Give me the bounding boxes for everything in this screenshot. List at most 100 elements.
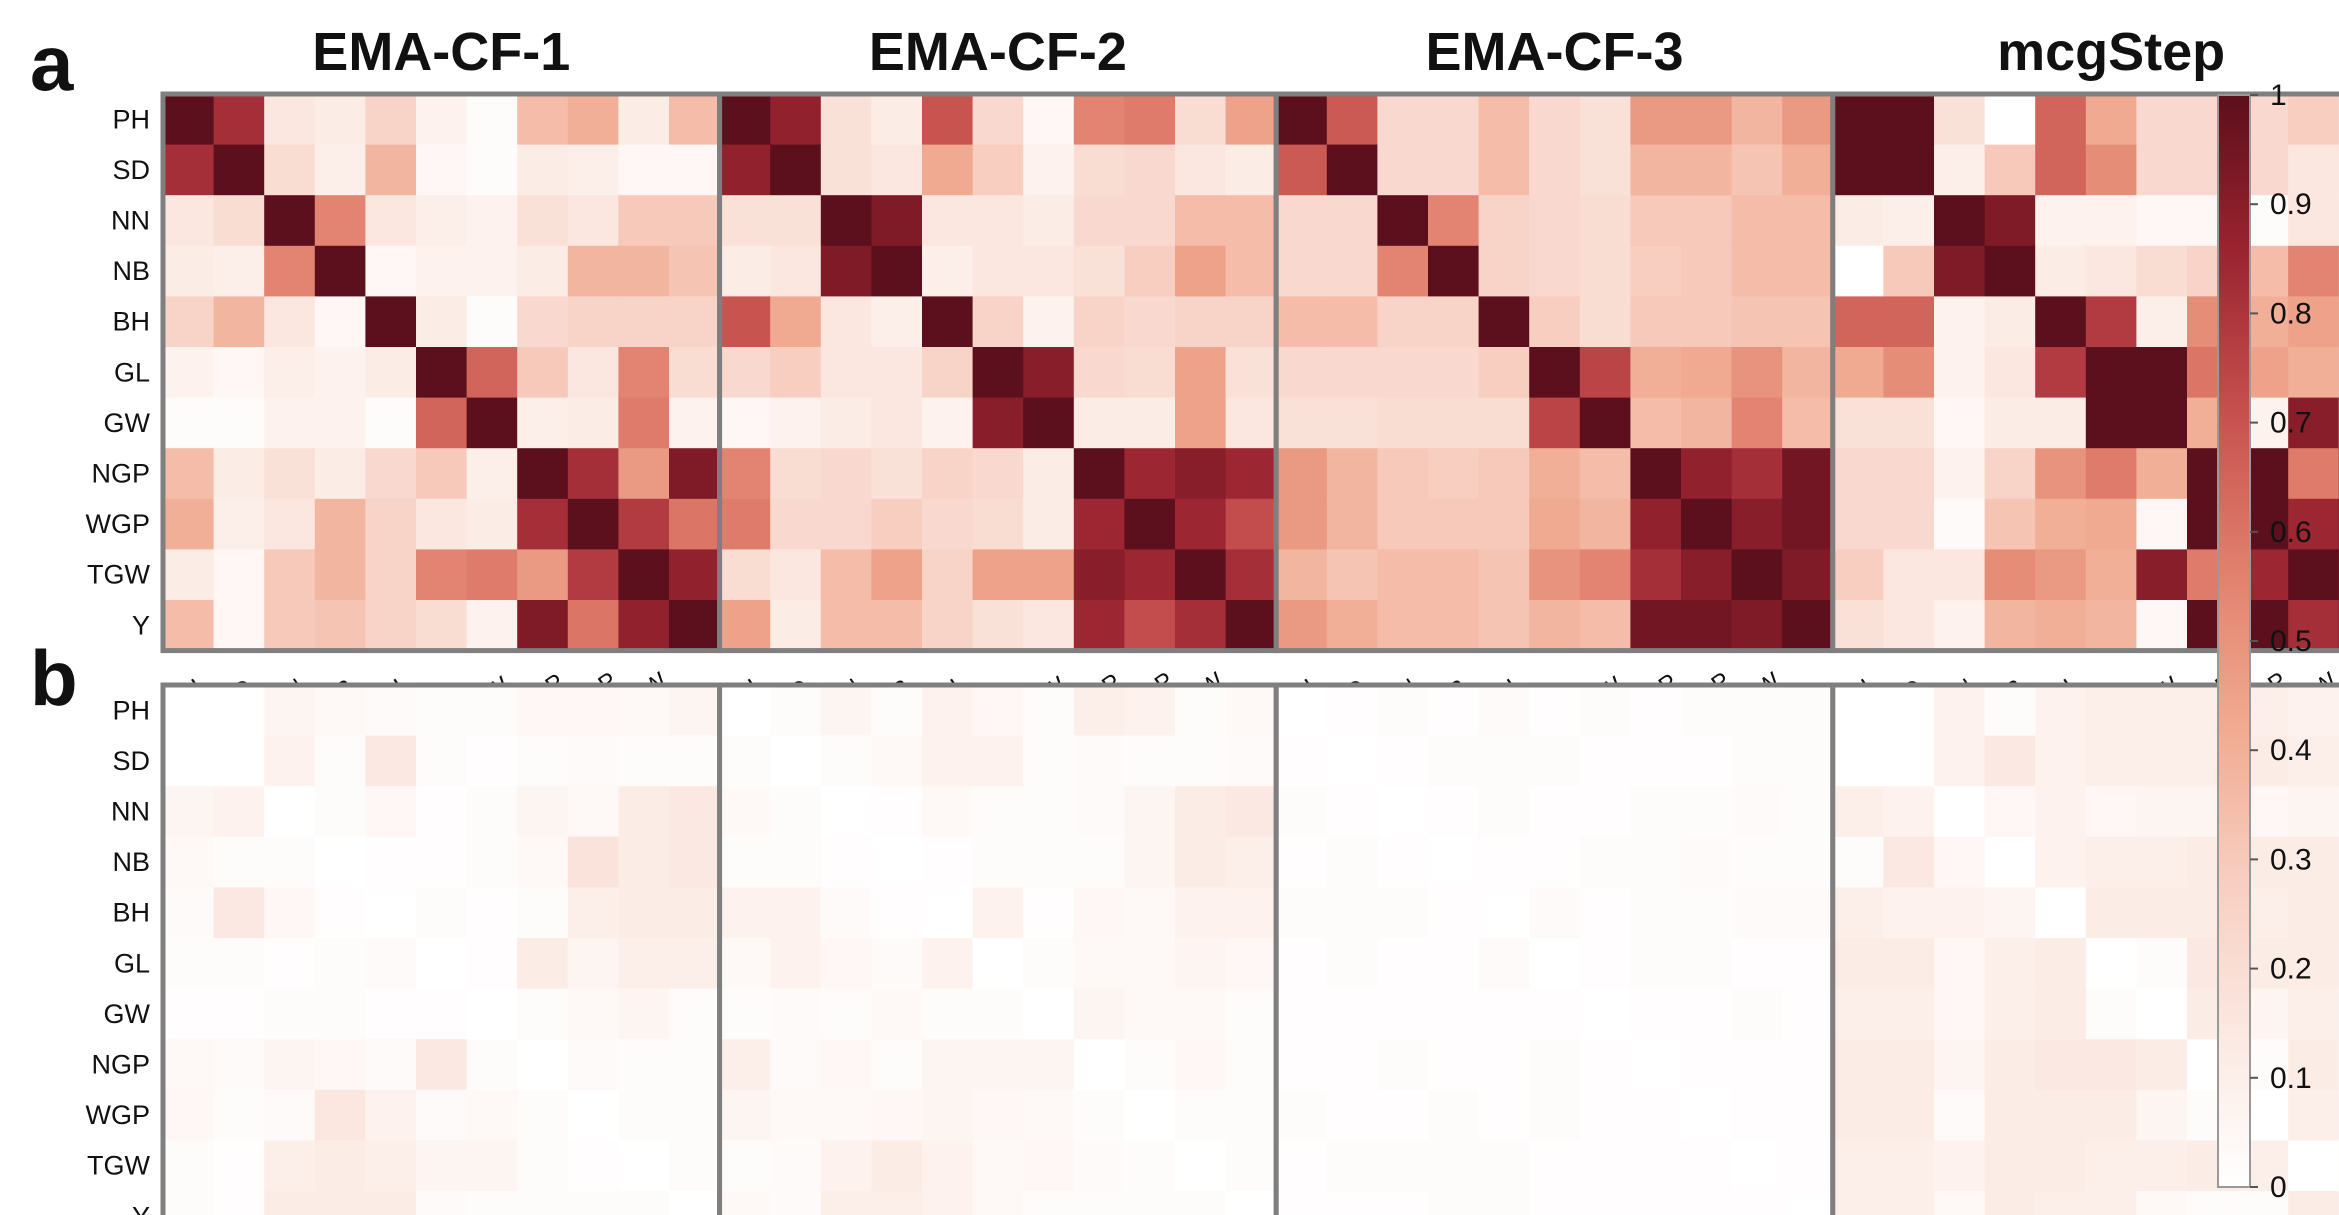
heatmap-cell [922, 1140, 974, 1192]
heatmap-cell [1782, 786, 1834, 838]
heatmap-cell [1731, 1039, 1783, 1091]
colorbar-tick-label: 0.1 [2270, 1062, 2312, 1095]
heatmap-cell [2136, 347, 2188, 399]
heatmap-cell [567, 195, 619, 247]
heatmap-cell [466, 988, 518, 1040]
heatmap-cell [264, 786, 316, 838]
heatmap-cell [1073, 988, 1125, 1040]
heatmap-cell [365, 448, 417, 500]
heatmap-cell [1731, 600, 1783, 652]
heatmap-cell [2288, 836, 2339, 888]
heatmap-cell [1832, 448, 1884, 500]
heatmap-cell [1326, 1039, 1378, 1091]
heatmap-cell [1478, 786, 1530, 838]
heatmap-cell [1984, 245, 2036, 297]
heatmap-cell [1428, 448, 1480, 500]
heatmap-cell [871, 498, 923, 550]
heatmap-cell [2288, 195, 2339, 247]
heatmap-cell [1377, 988, 1429, 1040]
heatmap-cell [770, 498, 822, 550]
heatmap-cell [1782, 836, 1834, 888]
heatmap-cell [1529, 786, 1581, 838]
heatmap-cell [1326, 296, 1378, 348]
heatmap-cell [1326, 347, 1378, 399]
heatmap-cell [1124, 397, 1176, 449]
heatmap-cell [1073, 600, 1125, 652]
heatmap-cell [1984, 887, 2036, 939]
heatmap-cell [2136, 836, 2188, 888]
heatmap-cell [1428, 1039, 1480, 1091]
heatmap-cell [1124, 938, 1176, 990]
heatmap-cell [567, 1140, 619, 1192]
heatmap-cell [517, 887, 569, 939]
heatmap-cell [1326, 397, 1378, 449]
heatmap-cell [871, 938, 923, 990]
heatmap-cell [922, 786, 974, 838]
heatmap-cell [1934, 735, 1986, 787]
heatmap-cell [2085, 600, 2137, 652]
heatmap-cell [1023, 1140, 1075, 1192]
y-tick-label: Y [132, 1201, 150, 1215]
heatmap-cell [416, 549, 468, 601]
heatmap-cell [1934, 1191, 1986, 1215]
heatmap-cell [1428, 296, 1480, 348]
heatmap-cell [1630, 836, 1682, 888]
heatmap-cell [1175, 938, 1227, 990]
heatmap-cell [567, 347, 619, 399]
heatmap-cell [1630, 735, 1682, 787]
heatmap-cell [618, 397, 670, 449]
heatmap-cell [264, 685, 316, 737]
heatmap-cell [1832, 685, 1884, 737]
y-tick-label: SD [112, 746, 150, 776]
heatmap-cell [922, 685, 974, 737]
heatmap-cell [770, 887, 822, 939]
heatmap-cell [314, 245, 366, 297]
heatmap-cell [1832, 786, 1884, 838]
heatmap-cell [416, 786, 468, 838]
heatmap-cell [1326, 498, 1378, 550]
heatmap-cell [517, 245, 569, 297]
heatmap-cell [1276, 887, 1328, 939]
heatmap-cell [719, 1140, 771, 1192]
heatmap-cell [1023, 988, 1075, 1040]
heatmap-cell [972, 600, 1024, 652]
heatmap-cell [1731, 397, 1783, 449]
heatmap-cell [1934, 1140, 1986, 1192]
heatmap-cell [871, 786, 923, 838]
heatmap-cell [1883, 600, 1935, 652]
heatmap-cell [314, 786, 366, 838]
heatmap-cell [871, 549, 923, 601]
heatmap-cell [1175, 498, 1227, 550]
heatmap-cell [1175, 448, 1227, 500]
heatmap-cell [517, 448, 569, 500]
heatmap-cell [618, 1191, 670, 1215]
heatmap-cell [1225, 600, 1277, 652]
heatmap-cell [2085, 1039, 2137, 1091]
colorbar-tick-label: 0.7 [2270, 407, 2312, 440]
heatmap-cell [2136, 296, 2188, 348]
heatmap-cell [2288, 988, 2339, 1040]
heatmap-cell [1579, 144, 1631, 196]
heatmap-cell [1934, 1089, 1986, 1141]
heatmap-cell [1276, 245, 1328, 297]
heatmap-cell [1934, 296, 1986, 348]
heatmap-cell [1984, 1089, 2036, 1141]
heatmap-cell [517, 397, 569, 449]
heatmap-cell [1225, 195, 1277, 247]
heatmap-cell [213, 938, 265, 990]
panel-b-heatmaps: PH SD NN NB BH GL GW NGP WGP TGW Y [86, 682, 2339, 1215]
heatmap-cell [264, 498, 316, 550]
heatmap-cell [1883, 498, 1935, 550]
panel-label-a: a [30, 19, 74, 107]
heatmap-cell [314, 448, 366, 500]
heatmap-cell [770, 1089, 822, 1141]
heatmap-cell [871, 94, 923, 146]
heatmap-cell [1428, 836, 1480, 888]
heatmap-cell [1276, 786, 1328, 838]
y-tick-label: NN [111, 797, 150, 827]
heatmap-cell [1630, 94, 1682, 146]
y-tick-label: GW [104, 408, 151, 438]
heatmap-cell [1782, 498, 1834, 550]
heatmap-cell [466, 195, 518, 247]
heatmap-cell [1984, 600, 2036, 652]
